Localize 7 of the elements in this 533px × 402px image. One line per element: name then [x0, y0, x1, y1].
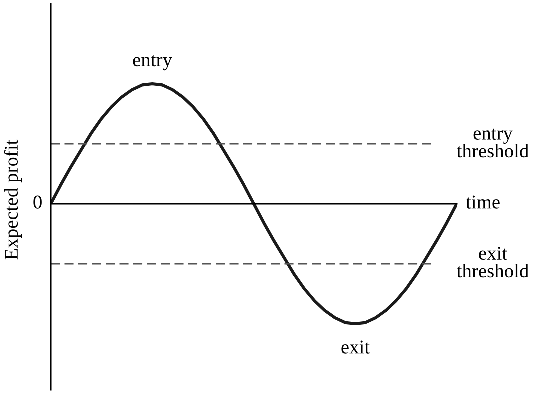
y-axis-title: Expected profit [4, 140, 22, 260]
text: 0 [34, 196, 42, 209]
ref-line-label: exit threshold [457, 246, 529, 278]
ref-line-label: entry threshold [457, 128, 529, 158]
annotation: entry [133, 55, 172, 71]
annotation: exit [342, 340, 370, 354]
x-axis-title: time [466, 196, 500, 209]
